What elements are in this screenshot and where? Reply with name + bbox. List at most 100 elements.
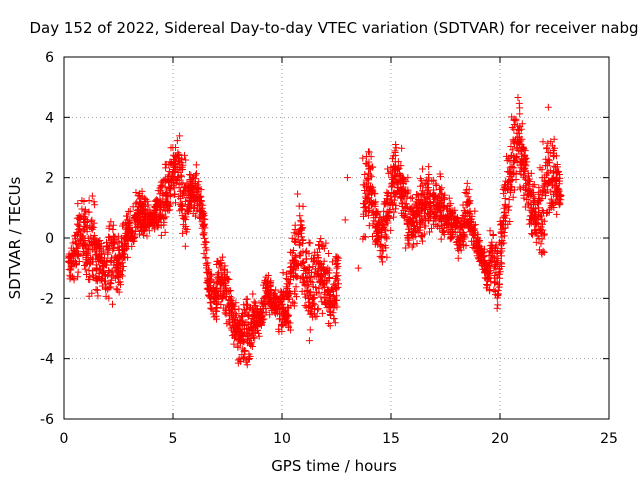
data-point bbox=[370, 199, 378, 207]
data-point bbox=[430, 176, 438, 184]
data-point bbox=[394, 165, 402, 173]
data-point bbox=[399, 183, 407, 191]
data-point bbox=[516, 110, 524, 118]
data-point bbox=[371, 202, 379, 210]
data-point bbox=[368, 173, 376, 181]
data-point bbox=[421, 222, 429, 230]
data-point bbox=[243, 329, 251, 337]
data-point bbox=[552, 169, 560, 177]
data-point bbox=[413, 190, 421, 198]
data-point bbox=[405, 225, 413, 233]
data-point bbox=[507, 142, 515, 150]
data-point bbox=[420, 201, 428, 209]
data-point bbox=[85, 275, 93, 283]
data-point bbox=[515, 130, 523, 138]
data-point bbox=[373, 209, 381, 217]
data-point bbox=[506, 217, 514, 225]
data-point bbox=[543, 144, 551, 152]
data-point bbox=[325, 266, 333, 274]
data-point bbox=[504, 206, 512, 214]
data-point bbox=[402, 244, 410, 252]
data-point bbox=[544, 103, 552, 111]
data-point bbox=[197, 197, 205, 205]
data-point bbox=[389, 213, 397, 221]
data-point bbox=[306, 326, 314, 334]
data-point bbox=[201, 224, 209, 232]
data-point bbox=[201, 244, 209, 252]
data-point bbox=[240, 301, 248, 309]
data-point bbox=[224, 275, 232, 283]
y-axis-title: SDTVAR / TECUs bbox=[6, 176, 24, 299]
data-point bbox=[175, 174, 183, 182]
data-point bbox=[553, 210, 561, 218]
data-point bbox=[401, 204, 409, 212]
data-point bbox=[483, 280, 491, 288]
data-point bbox=[392, 141, 400, 149]
data-point bbox=[312, 284, 320, 292]
data-point bbox=[376, 241, 384, 249]
data-point bbox=[105, 224, 113, 232]
data-point bbox=[92, 264, 100, 272]
data-point bbox=[109, 300, 117, 308]
data-point bbox=[330, 280, 338, 288]
data-point bbox=[223, 268, 231, 276]
data-point bbox=[491, 244, 499, 252]
data-point bbox=[489, 230, 497, 238]
data-point bbox=[324, 264, 332, 272]
data-point bbox=[471, 225, 479, 233]
data-point bbox=[282, 291, 290, 299]
data-point bbox=[387, 168, 395, 176]
data-point bbox=[179, 202, 187, 210]
data-point bbox=[373, 237, 381, 245]
data-point bbox=[392, 171, 400, 179]
data-point bbox=[115, 288, 123, 296]
data-point bbox=[554, 187, 562, 195]
data-point bbox=[418, 165, 426, 173]
data-point bbox=[200, 221, 208, 229]
axis-ticks: 0 5 10 15 20 25 -6 -4 -2 0 2 4 6 bbox=[40, 50, 618, 447]
data-point bbox=[155, 215, 163, 223]
data-point bbox=[546, 205, 554, 213]
data-point bbox=[292, 283, 300, 291]
data-point bbox=[389, 201, 397, 209]
data-point bbox=[207, 304, 215, 312]
data-point bbox=[334, 272, 342, 280]
data-point bbox=[109, 240, 117, 248]
data-point bbox=[462, 242, 470, 250]
data-point bbox=[89, 258, 97, 266]
data-point bbox=[124, 243, 132, 251]
data-point bbox=[303, 247, 311, 255]
data-point bbox=[362, 195, 370, 203]
data-point bbox=[74, 252, 82, 260]
data-point bbox=[292, 266, 300, 274]
data-point bbox=[220, 282, 228, 290]
data-point bbox=[325, 250, 333, 258]
data-point bbox=[296, 274, 304, 282]
data-point bbox=[162, 164, 170, 172]
data-point bbox=[115, 268, 123, 276]
x-tick-label: 10 bbox=[273, 431, 291, 447]
data-point bbox=[81, 265, 89, 273]
data-point bbox=[109, 221, 117, 229]
data-point bbox=[111, 233, 119, 241]
data-point bbox=[541, 192, 549, 200]
data-point bbox=[471, 207, 479, 215]
data-point bbox=[245, 311, 253, 319]
data-point bbox=[441, 196, 449, 204]
data-point bbox=[426, 190, 434, 198]
data-point bbox=[285, 280, 293, 288]
data-point bbox=[161, 198, 169, 206]
data-point bbox=[552, 175, 560, 183]
data-point bbox=[308, 278, 316, 286]
data-point bbox=[218, 269, 226, 277]
data-point bbox=[359, 199, 367, 207]
data-point bbox=[299, 202, 307, 210]
data-point bbox=[398, 144, 406, 152]
data-point bbox=[532, 205, 540, 213]
data-point bbox=[412, 208, 420, 216]
data-point bbox=[290, 302, 298, 310]
data-point bbox=[97, 239, 105, 247]
data-point bbox=[214, 257, 222, 265]
data-point bbox=[505, 202, 513, 210]
data-point bbox=[83, 217, 91, 225]
